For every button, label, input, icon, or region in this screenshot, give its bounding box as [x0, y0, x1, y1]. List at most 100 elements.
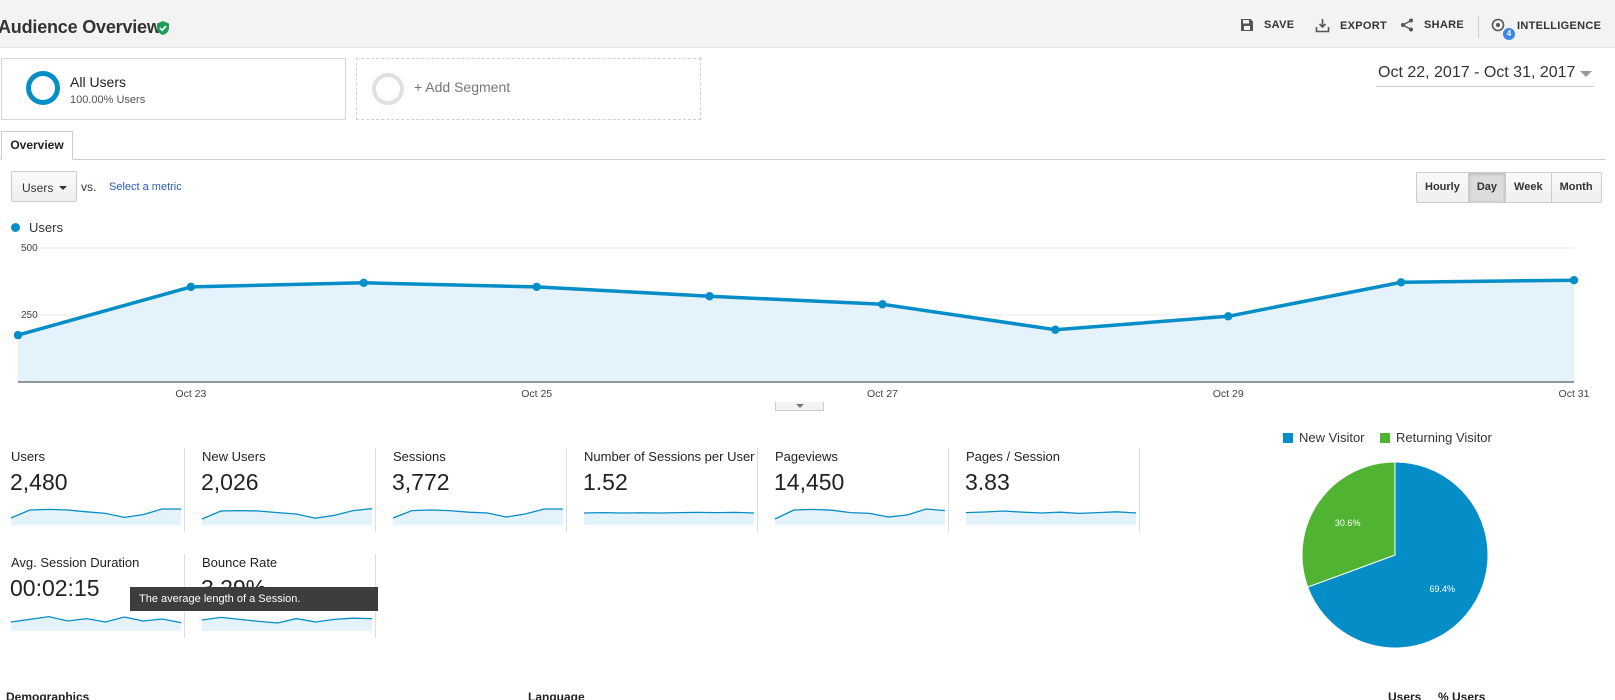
tab-overview[interactable]: Overview — [1, 131, 73, 160]
share-icon — [1401, 18, 1413, 32]
sparkline-line — [584, 511, 754, 514]
page-title: Audience Overview — [0, 17, 161, 37]
period-day-button[interactable]: Day — [1468, 173, 1507, 202]
metric-sparkline — [11, 615, 181, 631]
period-toggle-group: Hourly Day Week Month — [1416, 172, 1602, 203]
metric-card[interactable]: Pageviews 14,450 — [764, 448, 949, 532]
metric-card[interactable]: Number of Sessions per User 1.52 — [573, 448, 758, 532]
data-point-oct-28 — [1051, 325, 1060, 334]
pie-legend-label: Returning Visitor — [1396, 430, 1492, 445]
metric-value: 00:02:15 — [10, 575, 100, 601]
export-button[interactable]: EXPORT — [1315, 18, 1387, 33]
data-point-oct-29 — [1224, 312, 1233, 321]
caret-down-icon — [59, 186, 67, 190]
pie-slice-label: 30.6% — [1335, 518, 1361, 528]
data-point-oct-26 — [705, 292, 714, 301]
x-tick-label: Oct 31 — [1559, 388, 1590, 400]
x-tick-label: Oct 27 — [867, 388, 898, 400]
metric-sparkline — [393, 508, 563, 525]
data-point-oct-30 — [1396, 278, 1406, 287]
share-button[interactable]: SHARE — [1400, 18, 1464, 32]
add-segment-button[interactable]: + Add Segment — [356, 58, 701, 120]
save-icon — [1241, 19, 1253, 31]
period-week-button[interactable]: Week — [1506, 173, 1552, 202]
x-tick-label: Oct 29 — [1213, 388, 1244, 400]
period-month-button[interactable]: Month — [1559, 181, 1593, 193]
sparkline-area — [202, 508, 372, 525]
chart-collapse-toggle[interactable] — [775, 402, 824, 411]
chart-legend: Users — [11, 220, 63, 235]
export-icon — [1315, 19, 1330, 33]
tooltip: The average length of a Session. — [130, 587, 378, 611]
sparkline-area — [202, 617, 372, 631]
select-metric-link[interactable]: Select a metric — [109, 181, 182, 193]
pct-users-column-header: % Users — [1438, 690, 1486, 700]
metric-sparkline — [202, 616, 372, 631]
sparkline-area — [393, 509, 563, 525]
intelligence-button[interactable]: INTELLIGENCE — [1491, 18, 1601, 34]
vs-label: vs. — [81, 180, 97, 194]
metric-dropdown[interactable]: Users — [11, 171, 77, 202]
metric-card[interactable]: Pages / Session 3.83 — [955, 448, 1140, 532]
intelligence-badge: 4 — [1503, 28, 1515, 40]
intelligence-label: INTELLIGENCE — [1517, 20, 1602, 32]
metric-value: 14,450 — [774, 469, 845, 495]
metric-value: 3,772 — [392, 469, 450, 495]
header-bar: Audience Overview SAVE EXPORT SHARE INTE… — [0, 0, 1615, 48]
data-point-oct-23 — [186, 282, 196, 292]
data-point-oct-27 — [878, 300, 887, 309]
save-button[interactable]: SAVE — [1240, 18, 1294, 32]
metric-sparkline — [584, 511, 754, 525]
pie-slice-new-visitor — [1307, 461, 1489, 649]
header-divider — [1478, 16, 1479, 38]
visitor-pie-chart: 69.4% 30.6% — [1301, 461, 1489, 649]
legend-swatch-icon — [1283, 432, 1293, 443]
sparkline-line — [393, 508, 563, 519]
segment-ring-icon — [26, 71, 60, 105]
sparkline-line — [11, 508, 181, 519]
x-tick-label: Oct 25 — [521, 388, 552, 400]
segment-subtitle: 100.00% Users — [70, 94, 146, 106]
period-hourly-button[interactable]: Hourly — [1417, 173, 1469, 202]
metric-value: 2,480 — [10, 469, 68, 495]
legend-swatch-icon — [1380, 432, 1390, 443]
x-tick-label: Oct 23 — [175, 388, 206, 400]
sparkline-line — [202, 616, 372, 624]
pie-slice-returning-visitor — [1301, 461, 1396, 588]
chevron-down-icon — [1580, 71, 1592, 77]
sparkline-area — [775, 509, 945, 525]
metric-card[interactable]: Users 2,480 — [0, 448, 185, 532]
data-point-oct-25 — [532, 282, 541, 292]
sparkline-line — [202, 507, 372, 520]
metric-card[interactable]: New Users 2,026 — [191, 448, 376, 532]
metric-label: Sessions — [393, 449, 446, 464]
pie-slice-label: 69.4% — [1430, 584, 1456, 594]
users-column-header: Users — [1388, 690, 1422, 700]
metric-label: Pages / Session — [966, 449, 1060, 464]
segment-name: All Users — [70, 74, 127, 90]
export-label: EXPORT — [1340, 19, 1388, 32]
sparkline-area — [584, 512, 754, 525]
data-point-oct-31 — [1569, 275, 1579, 285]
date-range-label: Oct 22, 2017 - Oct 31, 2017 — [1378, 64, 1576, 81]
sparkline-line — [966, 510, 1136, 515]
metric-card[interactable]: Avg. Session Duration 00:02:15 — [0, 554, 185, 638]
empty-segment-ring-icon — [372, 73, 404, 105]
save-label: SAVE — [1264, 19, 1295, 31]
y-tick-label: 250 — [21, 310, 38, 321]
metric-sparkline — [775, 508, 945, 525]
metric-value: 3.83 — [965, 469, 1010, 495]
metric-sparkline — [966, 510, 1136, 525]
area-fill — [18, 280, 1574, 382]
tab-divider — [0, 159, 1605, 160]
data-point-oct-24 — [359, 278, 368, 288]
legend-dot-icon — [11, 223, 20, 232]
metric-label: Bounce Rate — [202, 555, 278, 570]
metric-card[interactable]: Sessions 3,772 — [382, 448, 567, 532]
users-line-chart: 500 250 Oct 23 Oct 25 Oct 27 Oct 29 Oct 31 — [13, 243, 1590, 400]
metric-label: Pageviews — [775, 449, 838, 464]
intelligence-icon — [1491, 18, 1505, 32]
date-range-picker[interactable]: Oct 22, 2017 - Oct 31, 2017 — [1376, 61, 1594, 87]
y-tick-label: 500 — [21, 243, 38, 254]
segment-all-users[interactable]: All Users 100.00% Users — [1, 58, 346, 120]
